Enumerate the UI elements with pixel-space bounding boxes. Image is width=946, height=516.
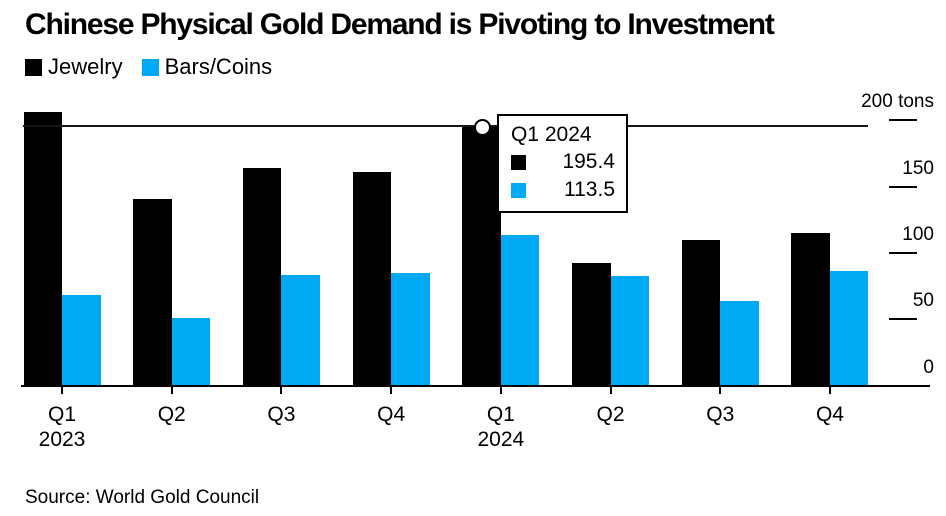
x-tick-q2-2024 (609, 386, 612, 394)
jewelry-swatch-icon (25, 58, 42, 76)
bar-jewelry-q3-2023[interactable] (242, 168, 282, 386)
legend-label-jewelry: Jewelry (48, 54, 123, 79)
x-tick-q3-2024 (719, 386, 722, 394)
bar-bars-coins-q4-2023[interactable] (391, 272, 430, 386)
bar-jewelry-q2-2023[interactable] (133, 198, 172, 386)
bar-jewelry-q4-2023[interactable] (352, 172, 392, 386)
legend: Jewelry Bars/Coins (25, 54, 272, 80)
y-tick-dash-50 (889, 318, 917, 321)
chart-title: Chinese Physical Gold Demand is Pivoting… (25, 8, 775, 41)
y-tick-dash-100 (889, 251, 917, 254)
hover-point-marker (474, 119, 491, 136)
x-label-q2-2023: Q2 (157, 403, 186, 426)
tooltip-jewelry-swatch-icon (511, 154, 526, 170)
legend-item-jewelry[interactable]: Jewelry (25, 54, 123, 80)
y-tick-label-50: 50 (912, 290, 934, 312)
bar-jewelry-q1-2024[interactable] (462, 126, 501, 386)
x-axis-line (21, 384, 930, 387)
y-tick-label-150: 150 (902, 157, 934, 179)
tooltip-row-jewelry: 195.4 (511, 148, 615, 176)
legend-label-bars-coins: Bars/Coins (164, 54, 273, 79)
x-label-q2-2024: Q2 (596, 403, 625, 426)
y-tick-label-0: 0 (923, 356, 934, 378)
x-year-label-2024: 2024 (477, 428, 525, 451)
bar-bars-coins-q3-2024[interactable] (720, 300, 759, 386)
bars-coins-swatch-icon (141, 58, 159, 76)
bar-bars-coins-q1-2024[interactable] (500, 234, 540, 386)
y-tick-dash-200 (889, 119, 917, 122)
x-tick-q4-2024 (828, 386, 831, 394)
x-tick-q2-2023 (170, 386, 173, 394)
x-tick-q1-2023 (61, 386, 63, 394)
bar-jewelry-q1-2023[interactable] (23, 112, 62, 386)
y-tick-label-100: 100 (902, 223, 934, 245)
x-year-label-2023: 2023 (38, 428, 86, 451)
bar-jewelry-q3-2024[interactable] (681, 240, 721, 386)
y-tick-dash-150 (889, 185, 917, 188)
tooltip-title: Q1 2024 (511, 123, 592, 146)
x-label-q4-2024: Q4 (815, 403, 844, 426)
hover-crosshair-line (23, 125, 868, 128)
tooltip-jewelry-value: 195.4 (562, 150, 615, 173)
tooltip-bars-coins-swatch-icon (511, 182, 526, 198)
bar-bars-coins-q2-2023[interactable] (171, 317, 211, 386)
x-tick-q4-2023 (390, 386, 393, 394)
y-tick-label-200: 200 tons (861, 91, 934, 113)
bar-bars-coins-q4-2024[interactable] (829, 271, 869, 386)
x-label-q1-2024: Q1 (486, 403, 515, 426)
tooltip: Q1 2024 195.4 113.5 (497, 114, 628, 213)
x-label-q4-2023: Q4 (377, 403, 406, 426)
legend-item-bars-coins[interactable]: Bars/Coins (141, 54, 273, 80)
bar-bars-coins-q2-2024[interactable] (610, 276, 650, 386)
bar-jewelry-q2-2024[interactable] (572, 262, 611, 386)
bar-bars-coins-q3-2023[interactable] (281, 275, 320, 386)
x-label-q3-2023: Q3 (267, 403, 296, 426)
tooltip-row-bars-coins: 113.5 (511, 176, 615, 204)
bar-bars-coins-q1-2023[interactable] (62, 295, 101, 386)
bar-jewelry-q4-2024[interactable] (791, 233, 830, 386)
x-tick-q1-2024 (499, 386, 502, 394)
x-label-q1-2023: Q1 (47, 403, 76, 426)
source-note: Source: World Gold Council (25, 487, 260, 508)
tooltip-bars-coins-value: 113.5 (564, 178, 615, 201)
x-label-q3-2024: Q3 (706, 403, 735, 426)
x-tick-q3-2023 (280, 386, 283, 394)
